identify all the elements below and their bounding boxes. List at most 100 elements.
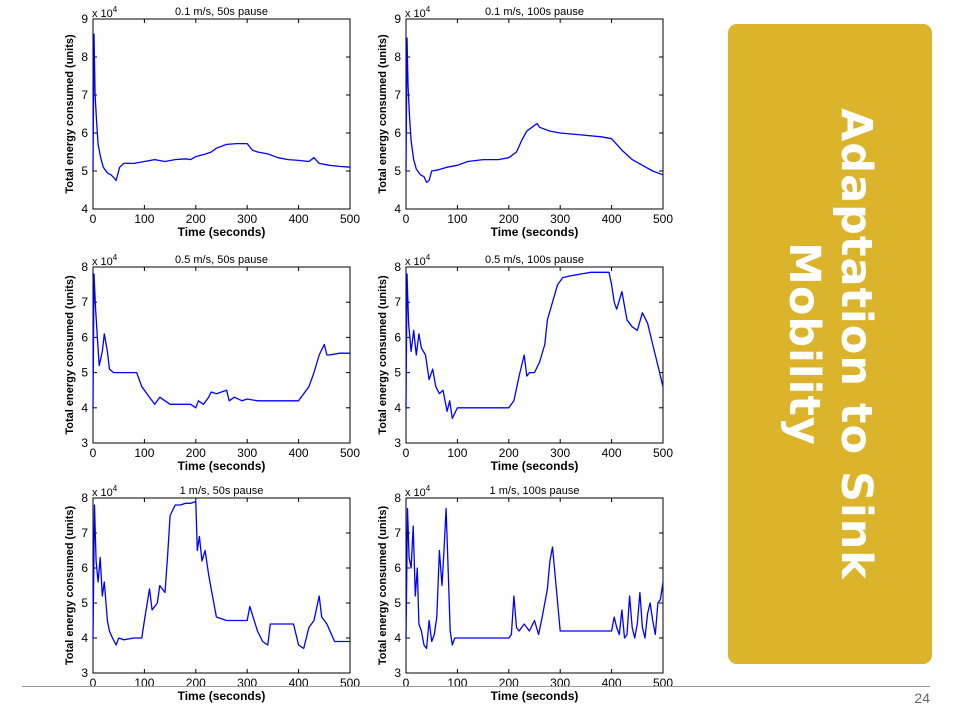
x-tick-label: 0 (403, 212, 410, 226)
x-tick-label: 400 (602, 212, 622, 226)
x-tick-label: 400 (289, 446, 309, 460)
x-tick-label: 0 (90, 212, 97, 226)
x-tick-label: 200 (499, 676, 519, 690)
y-tick-label: 7 (394, 526, 401, 540)
x-tick-label: 200 (499, 212, 519, 226)
chart-panel-2: 0 100 200 300 400 500 4 5 6 7 8 9 0.1 m/s, 100s paus… (377, 5, 673, 239)
x-tick-label: 400 (602, 676, 622, 690)
x-tick-label: 200 (186, 212, 206, 226)
series-line (92, 33, 351, 182)
y-tick-label: 5 (394, 596, 401, 610)
plot-frame (405, 266, 664, 444)
y-tick-label: 3 (394, 436, 401, 450)
axis-multiplier: x 104 (92, 5, 118, 20)
y-tick-label: 4 (394, 401, 401, 415)
x-axis-label: Time (seconds) (178, 225, 266, 239)
x-tick-label: 100 (447, 446, 467, 460)
y-tick-label: 6 (81, 126, 88, 140)
x-tick-label: 500 (653, 676, 673, 690)
axis-multiplier: x 104 (405, 5, 431, 20)
y-tick-label: 6 (81, 561, 88, 575)
x-tick-label: 500 (653, 212, 673, 226)
axis-multiplier: x 104 (92, 484, 118, 499)
y-axis-label: Total energy consumed (units) (64, 275, 76, 435)
x-tick-label: 300 (237, 676, 257, 690)
y-tick-label: 4 (81, 401, 88, 415)
x-tick-label: 400 (289, 212, 309, 226)
x-tick-label: 100 (134, 676, 154, 690)
series-line (405, 507, 664, 650)
y-tick-label: 7 (81, 526, 88, 540)
axis-multiplier: x 104 (405, 484, 431, 499)
x-tick-label: 300 (237, 446, 257, 460)
axis-multiplier: x 104 (405, 253, 431, 268)
plot-frame (405, 497, 664, 674)
y-tick-label: 7 (81, 88, 88, 102)
x-tick-label: 300 (550, 676, 570, 690)
plot-frame (405, 18, 664, 210)
y-tick-label: 7 (394, 295, 401, 309)
x-tick-label: 400 (289, 676, 309, 690)
y-tick-label: 6 (81, 330, 88, 344)
y-tick-label: 4 (81, 202, 88, 216)
x-axis-label: Time (seconds) (178, 459, 266, 473)
x-tick-label: 500 (653, 446, 673, 460)
y-tick-label: 8 (394, 491, 401, 505)
x-tick-label: 0 (403, 676, 410, 690)
x-tick-label: 100 (447, 676, 467, 690)
chart-title: 0.5 m/s, 100s pause (485, 254, 584, 266)
x-tick-label: 500 (340, 676, 360, 690)
plot-frame (92, 266, 351, 444)
chart-panel-4: 0 100 200 300 400 500 3 4 5 6 7 8 0.5 m/s, 100s paus… (377, 253, 673, 473)
footer-divider (22, 686, 930, 687)
x-tick-label: 500 (340, 446, 360, 460)
y-tick-label: 8 (81, 491, 88, 505)
plot-frame (92, 497, 351, 674)
y-tick-label: 9 (394, 12, 401, 26)
x-tick-label: 100 (134, 212, 154, 226)
slide-number: 24 (914, 690, 930, 706)
y-tick-label: 3 (81, 666, 88, 680)
plot-frame (92, 18, 351, 210)
x-tick-label: 0 (90, 676, 97, 690)
y-tick-label: 5 (394, 366, 401, 380)
x-tick-label: 500 (340, 212, 360, 226)
chart-panel-3: 0 100 200 300 400 500 3 4 5 6 7 8 0.5 m/s, 50s pause… (64, 253, 360, 473)
y-tick-label: 5 (394, 164, 401, 178)
axis-multiplier: x 104 (92, 253, 118, 268)
y-tick-label: 8 (394, 50, 401, 64)
x-tick-label: 0 (403, 446, 410, 460)
y-tick-label: 8 (81, 50, 88, 64)
x-tick-label: 100 (447, 212, 467, 226)
y-tick-label: 6 (394, 330, 401, 344)
series-line (92, 273, 350, 409)
y-axis-label: Total energy consumed (units) (377, 275, 389, 435)
x-tick-label: 300 (237, 212, 257, 226)
x-tick-label: 300 (550, 212, 570, 226)
y-tick-label: 4 (81, 631, 88, 645)
y-tick-label: 6 (394, 561, 401, 575)
y-axis-label: Total energy consumed (units) (377, 34, 389, 194)
chart-title: 0.5 m/s, 50s pause (175, 254, 268, 266)
y-tick-label: 7 (81, 295, 88, 309)
chart-panel-6: 0 100 200 300 400 500 3 4 5 6 7 8 1 m/s, 100s pause x… (377, 484, 673, 703)
x-tick-label: 300 (550, 446, 570, 460)
y-tick-label: 5 (81, 164, 88, 178)
y-tick-label: 4 (394, 202, 401, 216)
slide-title-line2: Mobility (779, 242, 829, 446)
series-line (405, 271, 664, 420)
y-tick-label: 4 (394, 631, 401, 645)
y-axis-label: Total energy consumed (units) (64, 34, 76, 194)
x-tick-label: 100 (134, 446, 154, 460)
slide-title: Adaptation to Sink Mobility (778, 64, 882, 624)
x-tick-label: 200 (499, 446, 519, 460)
chart-panel-5: 0 100 200 300 400 500 3 4 5 6 7 8 1 m/s, 50s pause x … (64, 484, 360, 703)
x-tick-label: 400 (602, 446, 622, 460)
y-tick-label: 8 (81, 260, 88, 274)
series-line (405, 37, 664, 184)
y-axis-label: Total energy consumed (units) (377, 506, 389, 666)
x-tick-label: 0 (90, 446, 97, 460)
chart-title: 1 m/s, 100s pause (490, 485, 580, 497)
